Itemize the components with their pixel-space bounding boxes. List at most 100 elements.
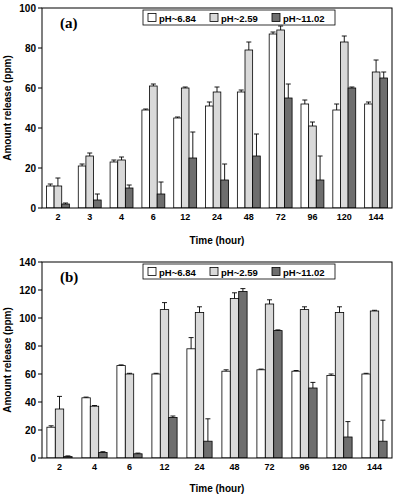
error-bar bbox=[259, 369, 264, 371]
legend-swatch bbox=[272, 14, 280, 22]
bar bbox=[160, 310, 168, 458]
error-bar bbox=[334, 104, 339, 110]
bar bbox=[309, 388, 317, 458]
y-tick-label: 80 bbox=[25, 341, 37, 352]
error-bar bbox=[342, 36, 347, 42]
error-bar bbox=[254, 134, 259, 156]
bar bbox=[237, 92, 245, 208]
error-bar bbox=[294, 370, 299, 372]
y-axis-title: Amount release (ppm) bbox=[2, 55, 13, 161]
x-tick-label: 12 bbox=[180, 212, 190, 222]
bar bbox=[118, 160, 126, 208]
error-bar bbox=[55, 178, 60, 186]
x-tick-label: 4 bbox=[119, 212, 124, 222]
error-bar bbox=[92, 405, 97, 407]
y-tick bbox=[38, 88, 42, 89]
marks bbox=[47, 289, 387, 458]
error-bar bbox=[87, 153, 92, 156]
bar bbox=[206, 106, 214, 208]
bar bbox=[181, 88, 189, 208]
error-bar bbox=[246, 42, 251, 50]
error-bar bbox=[207, 102, 212, 106]
y-tick-label: 140 bbox=[19, 257, 36, 268]
error-bar bbox=[374, 60, 379, 72]
error-bar bbox=[302, 100, 307, 104]
legend-label: pH~6.84 bbox=[159, 267, 196, 278]
bar bbox=[125, 188, 133, 208]
legend: pH~6.84pH~2.59pH~11.02 bbox=[143, 264, 335, 279]
figure: 02040608010023461224487296120144Time (ho… bbox=[0, 0, 397, 500]
error-bar bbox=[189, 338, 194, 349]
error-bar bbox=[80, 164, 85, 166]
legend-swatch bbox=[210, 14, 218, 22]
x-tick-label: 3 bbox=[87, 212, 92, 222]
y-tick bbox=[38, 430, 42, 431]
bar bbox=[78, 166, 86, 208]
error-bar bbox=[381, 72, 386, 78]
x-axis-title: Time (hour) bbox=[190, 483, 245, 494]
error-bar bbox=[372, 310, 377, 312]
bar bbox=[99, 452, 107, 458]
bar bbox=[348, 88, 356, 208]
error-bar bbox=[63, 203, 68, 204]
error-bar bbox=[154, 373, 159, 375]
bar bbox=[245, 50, 253, 208]
bar bbox=[117, 366, 125, 458]
bar bbox=[265, 304, 273, 458]
bar bbox=[372, 72, 380, 208]
legend: pH~6.84pH~2.59pH~11.02 bbox=[143, 10, 335, 25]
y-tick bbox=[38, 318, 42, 319]
bar bbox=[204, 441, 212, 458]
error-bar bbox=[337, 307, 342, 313]
y-axis-title: Amount release (ppm) bbox=[2, 307, 13, 413]
error-bar bbox=[159, 182, 164, 194]
legend-label: pH~11.02 bbox=[283, 13, 324, 24]
y-tick-label: 100 bbox=[19, 313, 36, 324]
bar bbox=[46, 186, 54, 208]
error-bar bbox=[95, 194, 100, 200]
plot-frame bbox=[42, 8, 392, 208]
legend-label: pH~11.02 bbox=[283, 267, 324, 278]
error-bar bbox=[175, 117, 180, 118]
bar bbox=[54, 186, 62, 208]
bar bbox=[152, 374, 160, 458]
bar bbox=[213, 92, 221, 208]
bar bbox=[239, 291, 247, 458]
bar bbox=[125, 374, 133, 458]
error-bar bbox=[127, 185, 132, 188]
bar bbox=[274, 331, 282, 458]
bar bbox=[230, 298, 238, 458]
error-bar bbox=[275, 329, 280, 331]
error-bar bbox=[364, 373, 369, 375]
y-tick-label: 100 bbox=[19, 3, 36, 14]
error-bar bbox=[345, 422, 350, 437]
bar bbox=[253, 156, 261, 208]
error-bar bbox=[170, 416, 175, 417]
y-tick-label: 0 bbox=[30, 203, 36, 214]
legend-label: pH~2.59 bbox=[221, 13, 258, 24]
bar bbox=[300, 310, 308, 458]
legend-swatch bbox=[148, 268, 156, 276]
x-tick-label: 6 bbox=[151, 212, 156, 222]
error-bar bbox=[224, 370, 229, 371]
error-bar bbox=[380, 420, 385, 441]
error-bar bbox=[57, 396, 62, 409]
x-tick-label: 120 bbox=[332, 462, 347, 472]
x-axis-title: Time (hour) bbox=[190, 235, 245, 246]
bar bbox=[277, 30, 285, 208]
error-bar bbox=[119, 364, 124, 366]
bar bbox=[187, 349, 195, 458]
bar bbox=[82, 398, 90, 458]
y-tick-label: 60 bbox=[25, 83, 37, 94]
x-tick-label: 72 bbox=[276, 212, 286, 222]
y-tick bbox=[38, 290, 42, 291]
bar bbox=[110, 162, 118, 208]
error-bar bbox=[286, 84, 291, 98]
error-bar bbox=[127, 373, 132, 375]
error-bar bbox=[49, 426, 54, 427]
bar bbox=[157, 194, 165, 208]
bar bbox=[195, 312, 203, 458]
y-tick-label: 20 bbox=[25, 163, 37, 174]
y-tick bbox=[38, 128, 42, 129]
bar bbox=[174, 118, 182, 208]
